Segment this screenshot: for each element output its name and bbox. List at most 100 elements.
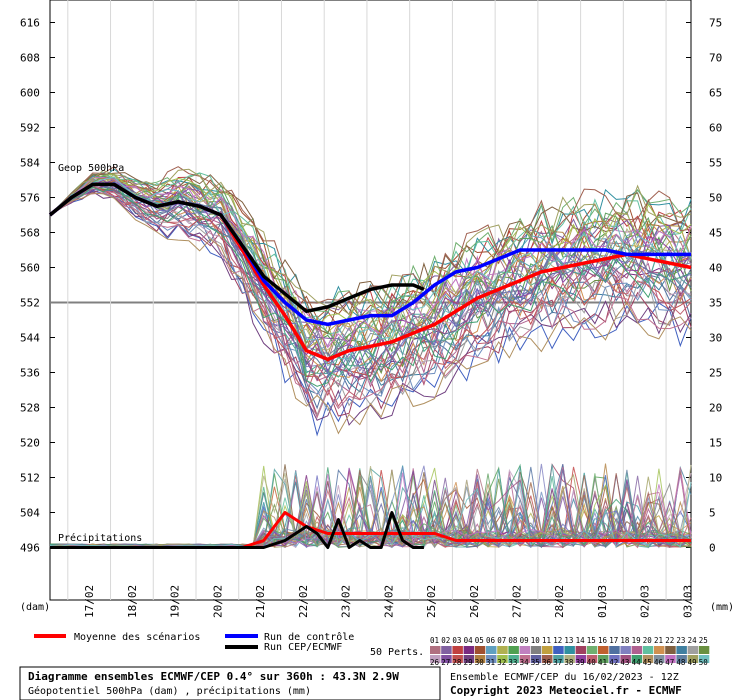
- member-number: 02: [441, 636, 450, 645]
- x-tick-label: 01/03: [596, 585, 609, 618]
- member-geop-line: [49, 186, 692, 395]
- right-tick-label: 60: [709, 122, 722, 135]
- right-axis-unit: (mm): [710, 602, 734, 613]
- member-number: 17: [609, 636, 618, 645]
- member-swatch: [519, 646, 531, 654]
- member-number: 45: [643, 658, 652, 667]
- member-geop-line: [49, 176, 692, 349]
- member-swatch: [497, 646, 508, 654]
- member-geop-line: [49, 165, 692, 305]
- member-swatch: [486, 655, 497, 663]
- geop-panel-label: Geop 500hPa: [58, 163, 124, 174]
- member-swatch: [609, 646, 620, 654]
- right-tick-label: 65: [709, 87, 722, 100]
- member-swatch: [598, 655, 609, 663]
- member-number: 35: [531, 658, 540, 667]
- member-number: 36: [542, 658, 552, 667]
- left-tick-label: 552: [20, 297, 40, 310]
- member-number: 38: [564, 658, 574, 667]
- member-number: 14: [576, 636, 586, 645]
- member-number: 49: [688, 658, 697, 667]
- member-swatch: [441, 646, 452, 654]
- member-number: 29: [464, 658, 473, 667]
- right-tick-label: 15: [709, 437, 722, 450]
- member-number: 19: [632, 636, 641, 645]
- x-tick-label: 28/02: [553, 585, 566, 618]
- member-number: 07: [497, 636, 506, 645]
- member-swatch: [463, 655, 475, 663]
- left-tick-label: 536: [20, 367, 40, 380]
- member-geop-line: [49, 182, 692, 375]
- left-tick-label: 608: [20, 52, 40, 65]
- member-number: 41: [598, 658, 607, 667]
- right-tick-label: 5: [709, 507, 716, 520]
- right-tick-label: 70: [709, 52, 722, 65]
- precip-line-run-cep-ecmwf: [50, 511, 424, 549]
- x-tick-label: 23/02: [340, 585, 353, 618]
- member-number: 33: [508, 658, 517, 667]
- member-number: 16: [598, 636, 608, 645]
- member-number: 03: [452, 636, 461, 645]
- member-number: 43: [620, 658, 629, 667]
- member-swatch: [497, 655, 508, 663]
- left-tick-label: 568: [20, 227, 40, 240]
- member-number: 09: [520, 636, 529, 645]
- left-tick-label: 560: [20, 262, 40, 275]
- member-swatch: [564, 646, 575, 654]
- member-swatch: [508, 646, 519, 654]
- member-number: 15: [587, 636, 596, 645]
- legend-oper-label: Run CEP/ECMWF: [264, 642, 342, 653]
- member-geop-line: [49, 168, 692, 315]
- x-tick-label: 27/02: [511, 585, 524, 618]
- main-series: [48, 182, 692, 549]
- right-tick-label: 40: [709, 262, 722, 275]
- member-number: 18: [620, 636, 630, 645]
- member-number: 28: [452, 658, 462, 667]
- member-swatch: [586, 655, 598, 663]
- member-swatch: [575, 646, 587, 654]
- member-swatch: [654, 655, 665, 663]
- x-tick-label: 18/02: [126, 585, 139, 618]
- member-swatch: [687, 655, 699, 663]
- member-number: 01: [430, 636, 439, 645]
- member-number: 13: [564, 636, 573, 645]
- member-swatch: [620, 646, 631, 654]
- member-number: 31: [486, 658, 495, 667]
- member-swatch: [676, 646, 687, 654]
- member-number: 11: [542, 636, 551, 645]
- left-tick-label: 496: [20, 542, 40, 555]
- member-number: 47: [665, 658, 674, 667]
- right-tick-label: 30: [709, 332, 722, 345]
- member-swatch: [463, 646, 475, 654]
- x-tick-label: 03/03: [681, 585, 694, 618]
- member-precip-line: [49, 464, 692, 549]
- member-geop-line: [49, 192, 692, 435]
- member-swatch: [441, 655, 452, 663]
- member-number: 12: [553, 636, 562, 645]
- member-swatch: [519, 655, 531, 663]
- x-tick-label: 19/02: [169, 585, 182, 618]
- precip-panel-label: Précipitations: [58, 532, 142, 544]
- member-geop-line: [49, 173, 692, 327]
- member-number: 46: [654, 658, 664, 667]
- member-number: 06: [486, 636, 496, 645]
- left-tick-label: 600: [20, 87, 40, 100]
- left-tick-label: 592: [20, 122, 40, 135]
- member-number: 24: [688, 636, 698, 645]
- member-number: 27: [441, 658, 450, 667]
- legend-control-label: Run de contrôle: [264, 631, 354, 643]
- member-number: 42: [609, 658, 618, 667]
- member-swatch: [530, 655, 542, 663]
- chart-subtitle: Géopotentiel 500hPa (dam) , précipitatio…: [28, 685, 311, 697]
- left-axis-unit: (dam): [20, 602, 50, 613]
- member-swatch: [631, 655, 643, 663]
- member-swatch: [642, 646, 654, 654]
- right-tick-label: 10: [709, 472, 722, 485]
- left-tick-label: 512: [20, 472, 40, 485]
- member-swatch: [620, 655, 631, 663]
- run-info: Ensemble ECMWF/CEP du 16/02/2023 - 12Z: [450, 672, 679, 683]
- right-tick-label: 25: [709, 367, 722, 380]
- right-tick-label: 55: [709, 157, 722, 170]
